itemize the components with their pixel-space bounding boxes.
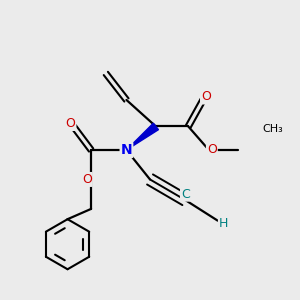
- Text: O: O: [66, 117, 75, 130]
- Polygon shape: [126, 123, 158, 150]
- Text: O: O: [207, 143, 217, 157]
- Text: C: C: [181, 188, 190, 201]
- Text: O: O: [82, 173, 92, 186]
- Text: CH₃: CH₃: [262, 124, 283, 134]
- Text: N: N: [121, 143, 132, 157]
- Text: H: H: [219, 217, 228, 230]
- Text: O: O: [201, 91, 211, 103]
